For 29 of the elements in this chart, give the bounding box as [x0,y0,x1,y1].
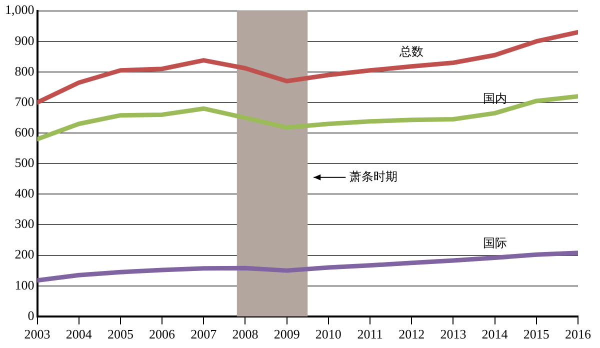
series-label: 国际 [482,236,507,250]
y-tick-label: 200 [14,246,34,262]
y-tick-label: 0 [28,308,34,323]
x-tick-label: 2016 [565,326,592,342]
x-tick-label: 2004 [66,326,92,342]
x-tick-label: 2005 [107,326,134,342]
y-tick-label: 700 [14,94,34,109]
y-tick-label: 900 [14,32,34,48]
x-tick-label: 2011 [357,326,383,342]
x-tick-label: 2007 [190,326,218,342]
series-label: 国内 [482,91,507,106]
y-tick-label: 600 [14,124,34,140]
x-tick-label: 2006 [149,326,176,342]
y-tick-label: 500 [14,155,34,170]
y-tick-label: 1,000 [5,2,34,18]
x-tick-label: 2003 [24,326,50,342]
band-label: 萧条时期 [350,169,398,184]
x-tick-label: 2010 [315,326,342,342]
x-tick-label: 2015 [523,326,550,342]
y-tick-label: 300 [14,216,34,232]
x-tick-label: 2009 [274,326,300,342]
y-tick-label: 100 [14,277,34,292]
x-tick-label: 2012 [398,326,425,342]
x-tick-label: 2014 [482,326,508,342]
y-tick-label: 800 [14,63,34,78]
series-label: 总数 [398,44,424,59]
x-tick-label: 2013 [440,326,466,342]
y-tick-label: 400 [14,186,34,201]
x-tick-label: 2008 [232,326,258,342]
